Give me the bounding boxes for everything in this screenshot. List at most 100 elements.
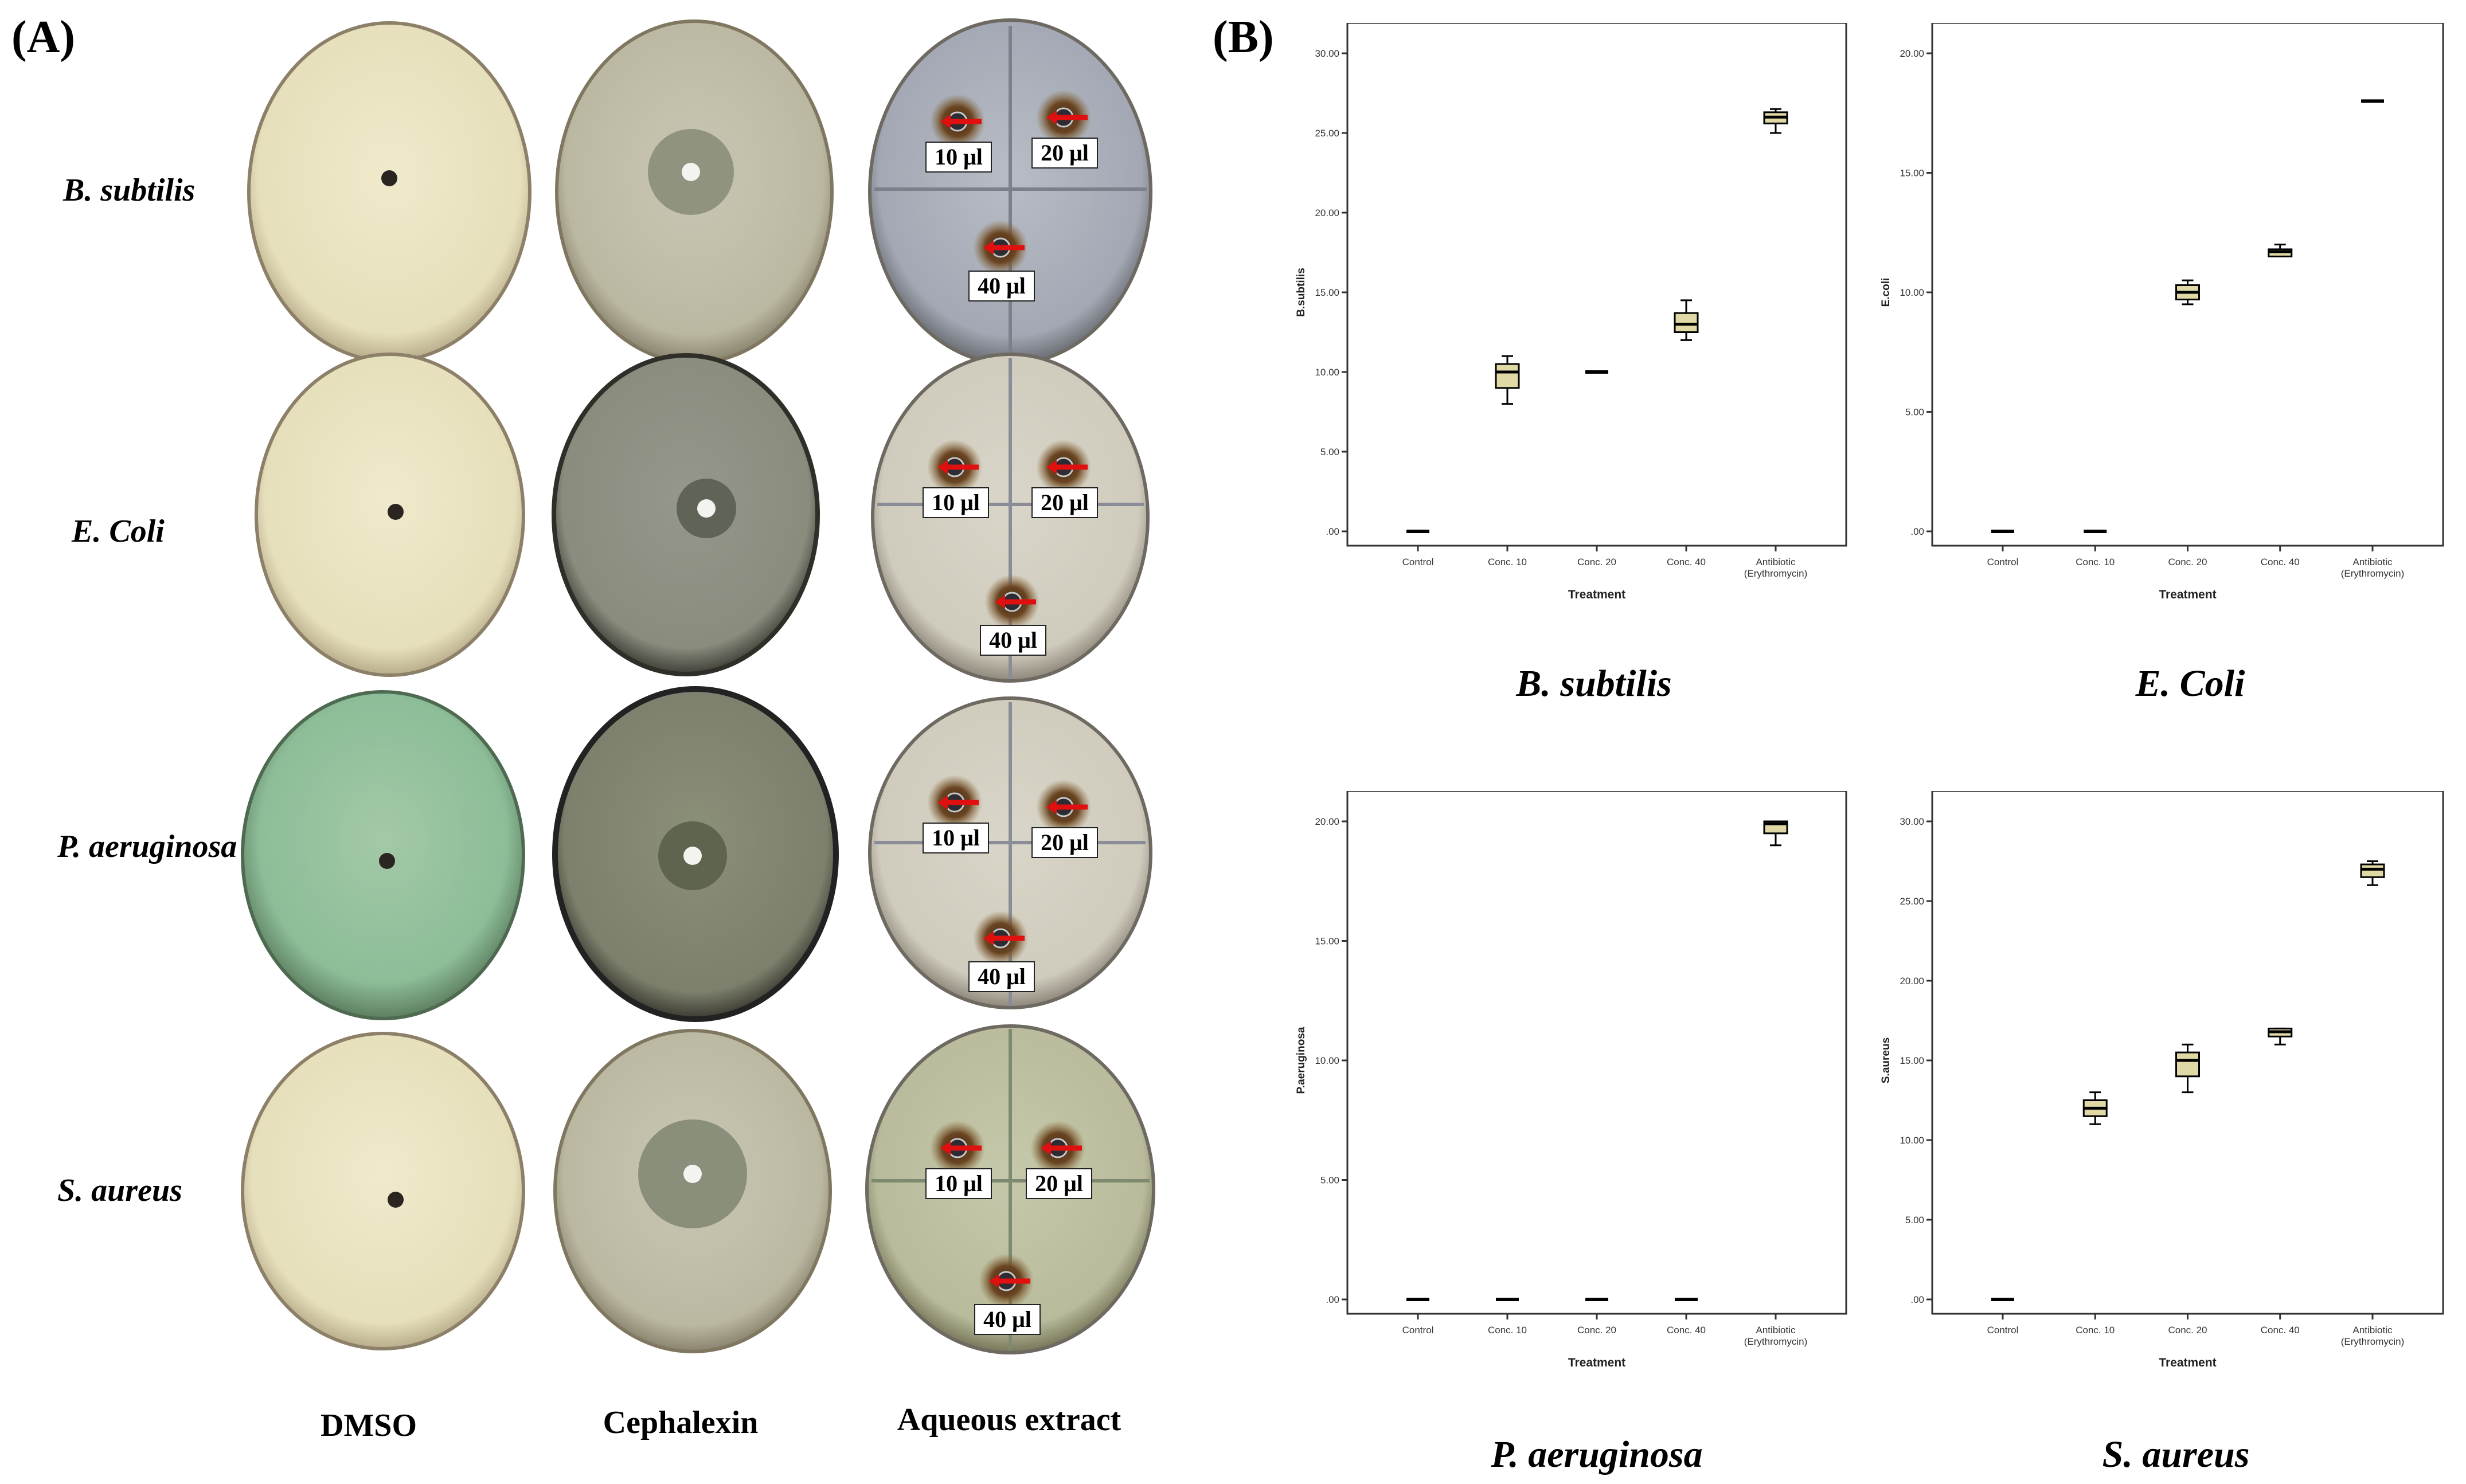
chart-caption-s-aureus: S. aureus (2102, 1434, 2250, 1475)
red-arrow-head (1046, 111, 1057, 124)
well-label: 10 μl (925, 1168, 992, 1199)
well-label: 20 μl (1031, 827, 1098, 858)
y-axis-label: E.coli (1880, 278, 1892, 307)
plate-b-subtilis-dmso (247, 21, 532, 363)
x-tick-label: Conc. 10 (2076, 557, 2115, 567)
well-label: 40 μl (980, 625, 1046, 656)
well-label: 40 μl (968, 271, 1035, 302)
x-axis-label: Treatment (2159, 588, 2216, 601)
x-tick-label: Conc. 10 (1488, 1325, 1527, 1336)
x-tick-label: Control (1402, 557, 1434, 567)
chart-p-aeruginosa: .00 5.00 10.00 15.00 20.00 P.aeruginosa Contro… (1295, 791, 1847, 1369)
y-tick-label: 10.00 (1900, 287, 1924, 298)
y-axis-label: B.subtilis (1295, 268, 1307, 317)
red-arrow-head (983, 931, 994, 945)
y-tick-label: 15.00 (1315, 287, 1339, 298)
well-label: 20 μl (1026, 1168, 1092, 1199)
red-arrow-head (940, 1141, 951, 1155)
x-tick-label: Conc. 40 (2261, 1325, 2300, 1336)
panel-a-label: (A) (11, 12, 76, 62)
y-tick-label: .00 (1326, 526, 1339, 537)
y-tick-label: 30.00 (1315, 48, 1339, 59)
row-label-s-aureus: S. aureus (57, 1173, 182, 1208)
chart-caption-e-coli: E. Coli (2135, 663, 2245, 704)
well (388, 504, 404, 520)
box (1495, 363, 1520, 389)
x-tick-label: (Erythromycin) (2341, 568, 2405, 579)
y-tick-label: 10.00 (1315, 367, 1339, 378)
chart-e-coli: .00 5.00 10.00 15.00 20.00 E.coli Control Conc.… (1880, 23, 2444, 601)
x-axis-label: Treatment (2159, 1356, 2216, 1369)
y-tick-label: 20.00 (1315, 207, 1339, 218)
column-label-cephalexin: Cephalexin (603, 1405, 759, 1440)
x-tick-label: Control (1987, 557, 2019, 567)
x-tick-label: Conc. 20 (1577, 1325, 1616, 1336)
y-tick-label: .00 (1910, 526, 1924, 537)
red-arrow-head (1046, 800, 1057, 814)
red-arrow-head (940, 115, 951, 128)
well (388, 1192, 404, 1208)
antibiotic-disc (683, 1165, 702, 1183)
row-label-b-subtilis: B. subtilis (63, 173, 196, 208)
y-tick-label: 5.00 (1320, 447, 1339, 457)
y-tick-label: 15.00 (1900, 168, 1924, 179)
chart-caption-p-aeruginosa: P. aeruginosa (1491, 1434, 1703, 1475)
y-tick-label: 10.00 (1900, 1135, 1924, 1146)
panel-b-label: (B) (1213, 12, 1274, 62)
x-tick-label: Conc. 20 (1577, 557, 1616, 567)
plot-frame (1346, 791, 1847, 1315)
antibiotic-disc (683, 847, 702, 865)
red-arrow-head (937, 796, 948, 809)
y-tick-label: 5.00 (1905, 1215, 1924, 1225)
y-tick-label: 10.00 (1315, 1055, 1339, 1066)
row-label-p-aeruginosa: P. aeruginosa (57, 829, 237, 864)
plate-s-aureus-dmso (241, 1032, 525, 1350)
chart-caption-b-subtilis: B. subtilis (1516, 663, 1672, 704)
x-tick-label: Conc. 10 (2076, 1325, 2115, 1336)
well (379, 853, 395, 869)
box (2360, 863, 2385, 878)
x-tick-label: Antibiotic (1756, 1325, 1796, 1336)
x-axis-label: Treatment (1568, 588, 1625, 601)
box (2175, 1051, 2200, 1078)
x-tick-label: Conc. 20 (2168, 557, 2207, 567)
antibiotic-disc (682, 163, 700, 181)
x-tick-label: Control (1987, 1325, 2019, 1336)
x-tick-label: (Erythromycin) (2341, 1336, 2405, 1347)
red-arrow-head (989, 1274, 999, 1288)
column-label-aqueous-extract: Aqueous extract (897, 1402, 1121, 1438)
antibiotic-disc (697, 499, 716, 518)
well-label: 20 μl (1031, 487, 1098, 518)
x-tick-label: Antibiotic (2353, 1325, 2393, 1336)
y-tick-label: 5.00 (1905, 407, 1924, 418)
x-axis-label: Treatment (1568, 1356, 1625, 1369)
petri-plate-grid (241, 18, 1155, 1354)
x-tick-label: (Erythromycin) (1744, 568, 1808, 579)
well-label: 10 μl (923, 823, 989, 853)
y-tick-label: 20.00 (1315, 816, 1339, 827)
x-tick-label: Conc. 20 (2168, 1325, 2207, 1336)
x-tick-label: Antibiotic (2353, 557, 2393, 567)
plot-frame (1346, 23, 1847, 547)
well-label: 40 μl (974, 1304, 1041, 1335)
y-tick-label: 20.00 (1900, 976, 1924, 986)
column-label-dmso: DMSO (321, 1408, 417, 1443)
box (1674, 312, 1699, 334)
x-tick-label: Conc. 40 (1667, 1325, 1706, 1336)
red-arrow-head (983, 241, 994, 254)
y-tick-label: 30.00 (1900, 816, 1924, 827)
red-arrow-head (1041, 1141, 1051, 1155)
x-tick-label: Conc. 40 (2261, 557, 2300, 567)
x-tick-label: Control (1402, 1325, 1434, 1336)
y-tick-label: 15.00 (1315, 936, 1339, 947)
y-tick-label: .00 (1910, 1294, 1924, 1305)
x-tick-label: (Erythromycin) (1744, 1336, 1808, 1347)
red-arrow-head (1046, 460, 1057, 474)
y-tick-label: 25.00 (1315, 128, 1339, 139)
x-tick-label: Conc. 40 (1667, 557, 1706, 567)
y-axis-label: P.aeruginosa (1295, 1027, 1307, 1094)
y-tick-label: 20.00 (1900, 48, 1924, 59)
well-label: 20 μl (1031, 138, 1098, 169)
chart-b-subtilis: .00 5.00 10.00 15.00 20.00 25.00 30.00 B.subtil… (1295, 23, 1847, 601)
red-arrow-head (995, 595, 1005, 609)
